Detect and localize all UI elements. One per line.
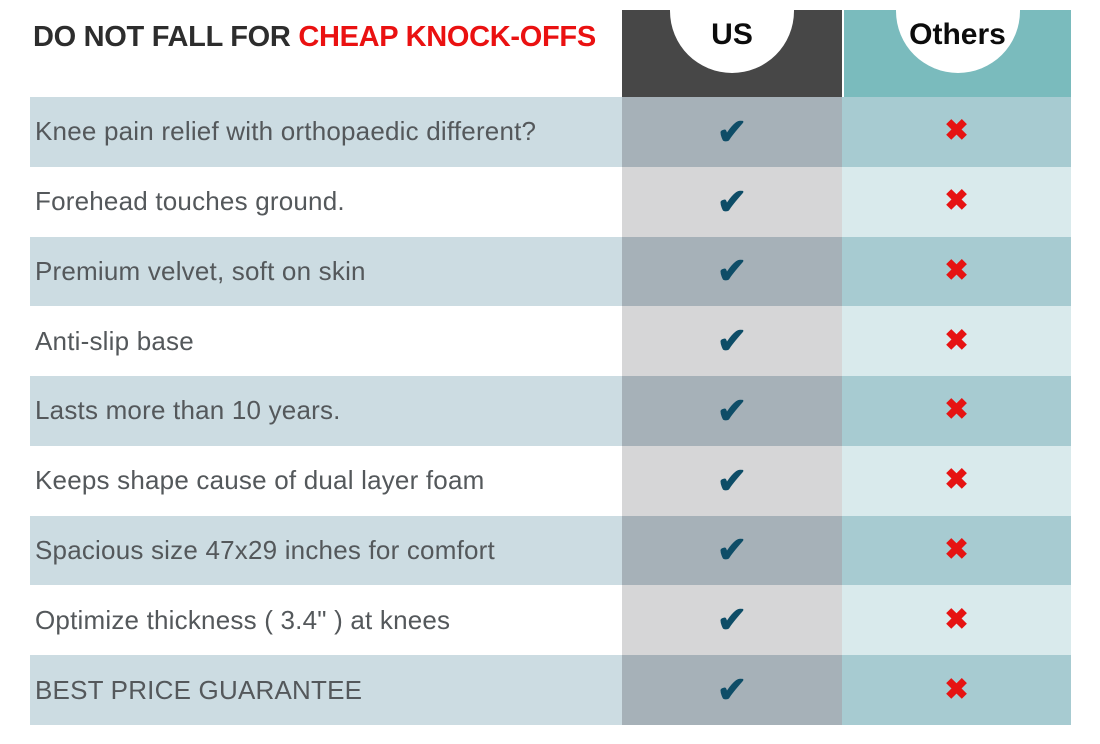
others-cell: ✖ <box>842 306 1071 377</box>
header-column-others: Others <box>842 10 1071 97</box>
others-cell: ✖ <box>842 166 1071 237</box>
us-cell: ✔ <box>622 585 842 656</box>
check-icon: ✔ <box>716 250 748 292</box>
us-cell: ✔ <box>622 166 842 237</box>
table-row: Keeps shape cause of dual layer foam ✔ ✖ <box>30 445 1071 516</box>
others-cell: ✖ <box>842 97 1071 167</box>
feature-label: Lasts more than 10 years. <box>30 376 622 446</box>
check-icon: ✔ <box>716 529 748 571</box>
feature-label: Anti-slip base <box>35 325 194 356</box>
others-cell: ✖ <box>842 585 1071 656</box>
others-cell: ✖ <box>842 655 1071 725</box>
us-cell: ✔ <box>622 306 842 377</box>
others-cell: ✖ <box>842 445 1071 516</box>
table-header-row: US Others <box>30 10 1071 97</box>
check-icon: ✔ <box>716 180 748 222</box>
others-cell: ✖ <box>842 515 1071 586</box>
feature-label: Spacious size 47x29 inches for comfort <box>30 515 622 586</box>
feature-label: Optimize thickness ( 3.4" ) at knees <box>35 604 451 635</box>
cross-icon: ✖ <box>944 533 969 566</box>
header-feature-spacer <box>30 10 622 97</box>
title-highlight: CHEAP KNOCK-OFFS <box>298 21 596 53</box>
check-icon: ✔ <box>716 669 748 710</box>
feature-label: Forehead touches ground. <box>35 186 345 217</box>
cross-icon: ✖ <box>944 464 969 497</box>
others-cell: ✖ <box>842 376 1071 446</box>
cross-icon: ✖ <box>944 324 969 357</box>
cross-icon: ✖ <box>944 115 969 148</box>
table-row: Lasts more than 10 years. ✔ ✖ <box>30 376 1071 446</box>
cross-icon: ✖ <box>944 673 969 706</box>
feature-label: BEST PRICE GUARANTEE <box>30 655 622 725</box>
table-row: Anti-slip base ✔ ✖ <box>30 306 1071 377</box>
table-row: Spacious size 47x29 inches for comfort ✔… <box>30 515 1071 586</box>
check-icon: ✔ <box>716 459 748 501</box>
others-cell: ✖ <box>842 236 1071 307</box>
cross-icon: ✖ <box>944 254 969 287</box>
us-cell: ✔ <box>622 236 842 307</box>
feature-label: Keeps shape cause of dual layer foam <box>35 465 485 496</box>
table-row: Knee pain relief with orthopaedic differ… <box>30 97 1071 167</box>
table-row: BEST PRICE GUARANTEE ✔ ✖ <box>30 655 1071 725</box>
header-column-us: US <box>622 10 842 97</box>
feature-label: Premium velvet, soft on skin <box>30 236 622 307</box>
us-column-label: US <box>711 18 753 51</box>
table-row: Premium velvet, soft on skin ✔ ✖ <box>30 236 1071 307</box>
comparison-table: US Others Knee pain relief with orthopae… <box>30 10 1071 725</box>
table-row: Optimize thickness ( 3.4" ) at knees ✔ ✖ <box>30 585 1071 656</box>
title-prefix: DO NOT FALL FOR <box>33 21 299 53</box>
check-icon: ✔ <box>716 110 748 152</box>
cross-icon: ✖ <box>944 394 969 427</box>
feature-label: Knee pain relief with orthopaedic differ… <box>30 97 622 167</box>
check-icon: ✔ <box>716 389 748 431</box>
table-body: Knee pain relief with orthopaedic differ… <box>30 97 1071 725</box>
us-cell: ✔ <box>622 97 842 167</box>
cross-icon: ✖ <box>944 603 969 636</box>
others-column-label: Others <box>909 18 1006 51</box>
table-row: Forehead touches ground. ✔ ✖ <box>30 166 1071 237</box>
us-cell: ✔ <box>622 655 842 725</box>
check-icon: ✔ <box>716 599 748 641</box>
cross-icon: ✖ <box>944 185 969 218</box>
us-cell: ✔ <box>622 515 842 586</box>
us-cell: ✔ <box>622 376 842 446</box>
check-icon: ✔ <box>716 320 748 362</box>
us-cell: ✔ <box>622 445 842 516</box>
page-title: DO NOT FALL FOR CHEAP KNOCK-OFFS <box>33 21 596 54</box>
